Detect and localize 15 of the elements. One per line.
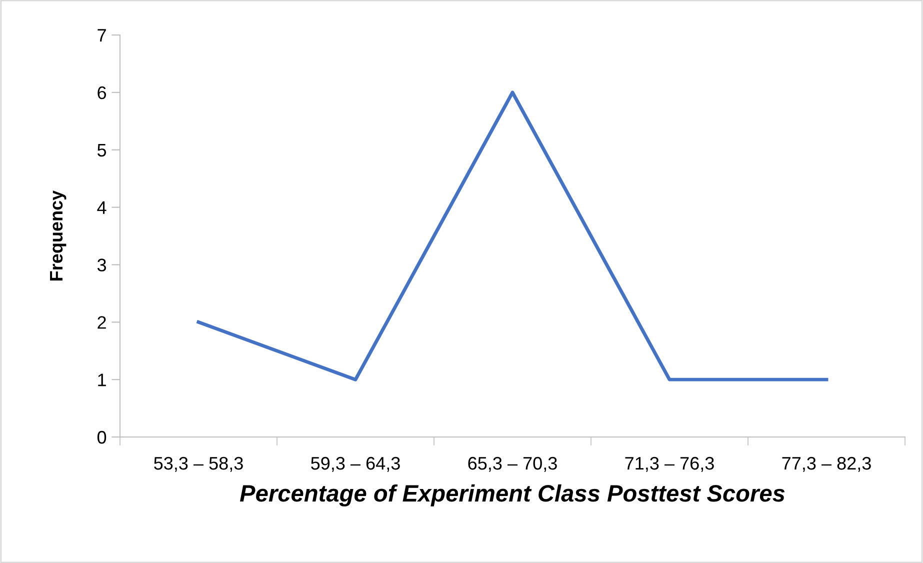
x-tick-label: 59,3 – 64,3 (311, 456, 400, 472)
y-axis-title: Frequency (50, 190, 66, 280)
y-tick-label: 0 (97, 430, 106, 444)
y-tick-label: 5 (97, 144, 106, 157)
y-tick-label: 1 (98, 374, 106, 386)
y-tick-label: 2 (98, 316, 106, 329)
y-tick-label: 6 (98, 86, 106, 100)
x-axis-title: Percentage of Experiment Class Posttest Scores (240, 484, 785, 506)
y-tick-label: 3 (97, 258, 106, 272)
x-tick-label: 53,3 – 58,3 (154, 456, 243, 472)
y-tick-label: 4 (97, 201, 106, 214)
x-tick-label: 77,3 – 82,3 (782, 456, 871, 472)
x-tick-label: 65,3 – 70,3 (468, 456, 557, 472)
x-tick-label: 71,3 – 76,3 (625, 456, 714, 472)
y-tick-label: 7 (98, 29, 106, 42)
